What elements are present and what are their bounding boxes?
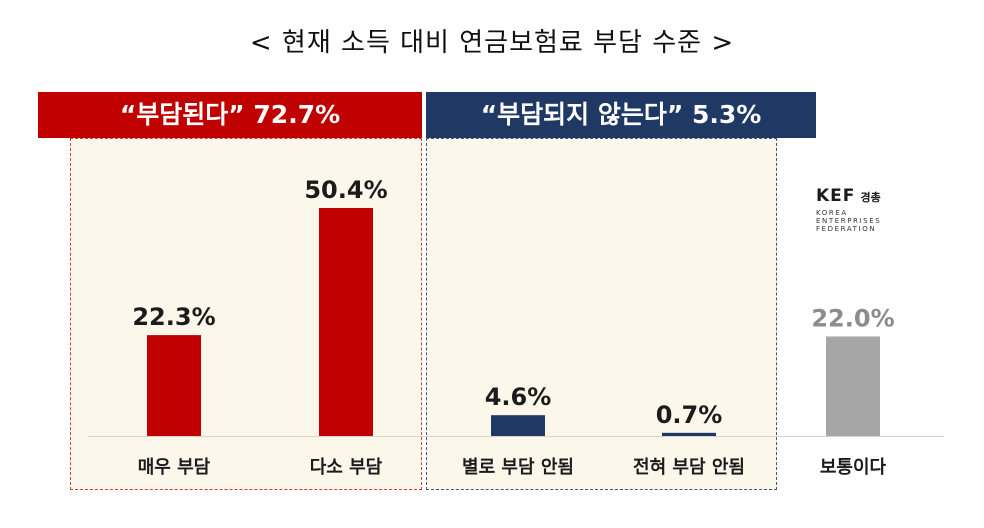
logo-subtitle-line: FEDERATION [816,225,877,233]
category-label: 매우 부담 [138,457,211,478]
bar [491,415,545,436]
category-label: 다소 부담 [310,457,383,478]
logo-subtitle: KOREA ENTERPRISES FEDERATION [816,209,881,233]
bar [147,335,201,436]
chart-baseline [88,436,944,437]
logo-subtitle-line: KOREA [816,209,848,217]
data-label: 4.6% [485,383,552,411]
data-label: 50.4% [304,176,387,204]
data-label: 22.0% [811,304,894,332]
burden-group-banner: “부담된다” 72.7% [38,92,422,138]
chart-title: < 현재 소득 대비 연금보험료 부담 수준 > [249,28,735,58]
data-label: 22.3% [132,303,215,331]
category-label: 보통이다 [820,457,887,478]
no-burden-panel-background [426,138,777,490]
category-label: 별로 부담 안됨 [462,457,574,478]
no-burden-group-outline [426,138,777,490]
category-label: 전혀 부담 안됨 [633,457,745,478]
no-burden-group-banner: “부담되지 않는다” 5.3% [426,92,816,138]
logo-name: KEF [816,186,856,206]
data-label: 0.7% [656,401,723,429]
bar [662,432,716,436]
logo-subtitle-line: ENTERPRISES [816,217,882,225]
burden-group-outline [70,138,422,490]
logo-korean: 경총 [860,191,881,204]
bar [826,336,880,436]
kef-logo: KEF 경총 KOREA ENTERPRISES FEDERATION [816,186,881,233]
bar [319,208,373,436]
